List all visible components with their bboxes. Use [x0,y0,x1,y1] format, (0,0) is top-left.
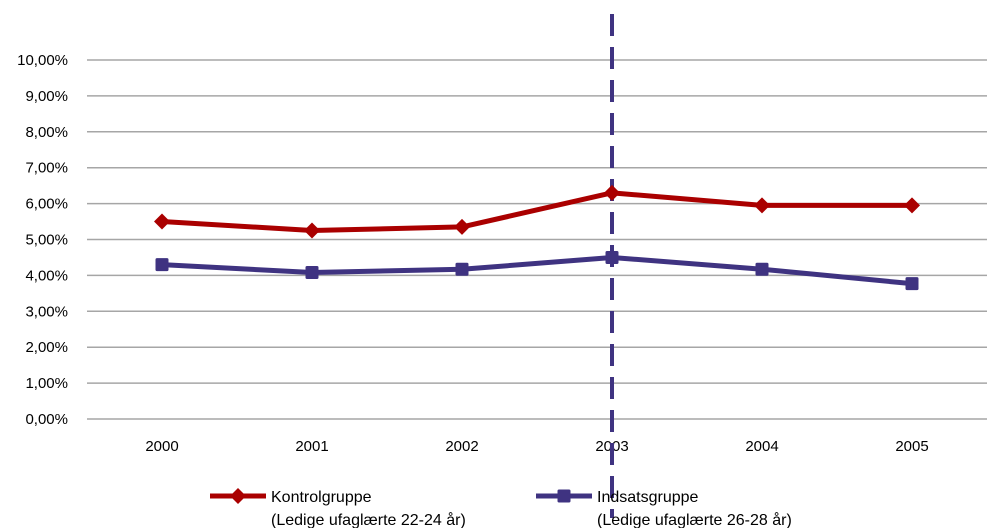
data-point [604,184,620,201]
y-tick-label: 3,00% [25,303,68,320]
legend-sublabel: (Ledige ufaglærte 22-24 år) [271,511,466,528]
legend-marker [230,488,246,504]
x-axis-ticks: 200020012002200320042005 [145,438,928,455]
y-tick-label: 4,00% [25,267,68,284]
legend-label: Indsatsgruppe [597,489,699,506]
data-point [155,258,169,272]
y-tick-label: 0,00% [25,411,68,428]
y-axis-ticks: 0,00% 1,00% 2,00% 3,00% 4,00% 5,00% 6,00% 7,00%… [17,52,68,428]
y-tick-label: 1,00% [25,375,68,392]
y-tick-label: 6,00% [25,196,68,213]
y-tick-label: 5,00% [25,232,68,249]
x-tick-label: 2005 [895,438,928,455]
x-tick-label: 2000 [145,438,178,455]
series-line-indsatsgruppe [161,254,913,287]
x-tick-label: 2004 [745,438,778,455]
data-point [304,222,320,239]
data-point [754,197,770,214]
series-line-kontrolgruppe [161,190,912,234]
y-tick-label: 10,00% [17,52,68,69]
data-point [755,262,769,276]
grid-lines [87,59,987,420]
series-group [154,184,920,291]
x-tick-label: 2002 [445,438,478,455]
y-tick-label: 2,00% [25,339,68,356]
y-tick-label: 8,00% [25,124,68,141]
data-point [905,277,919,291]
data-point [605,250,619,264]
data-point [305,266,319,280]
data-point [154,213,170,230]
x-tick-label: 2001 [295,438,328,455]
legend-sublabel: (Ledige ufaglærte 26-28 år) [597,511,792,528]
y-tick-label: 9,00% [25,88,68,105]
y-tick-label: 7,00% [25,160,68,177]
legend-marker [557,489,571,503]
data-point [455,262,469,276]
legend-label: Kontrolgruppe [271,489,372,506]
data-point [454,218,470,235]
legend: Kontrolgruppe (Ledige ufaglærte 22-24 år)… [210,488,792,528]
data-point [904,197,920,214]
